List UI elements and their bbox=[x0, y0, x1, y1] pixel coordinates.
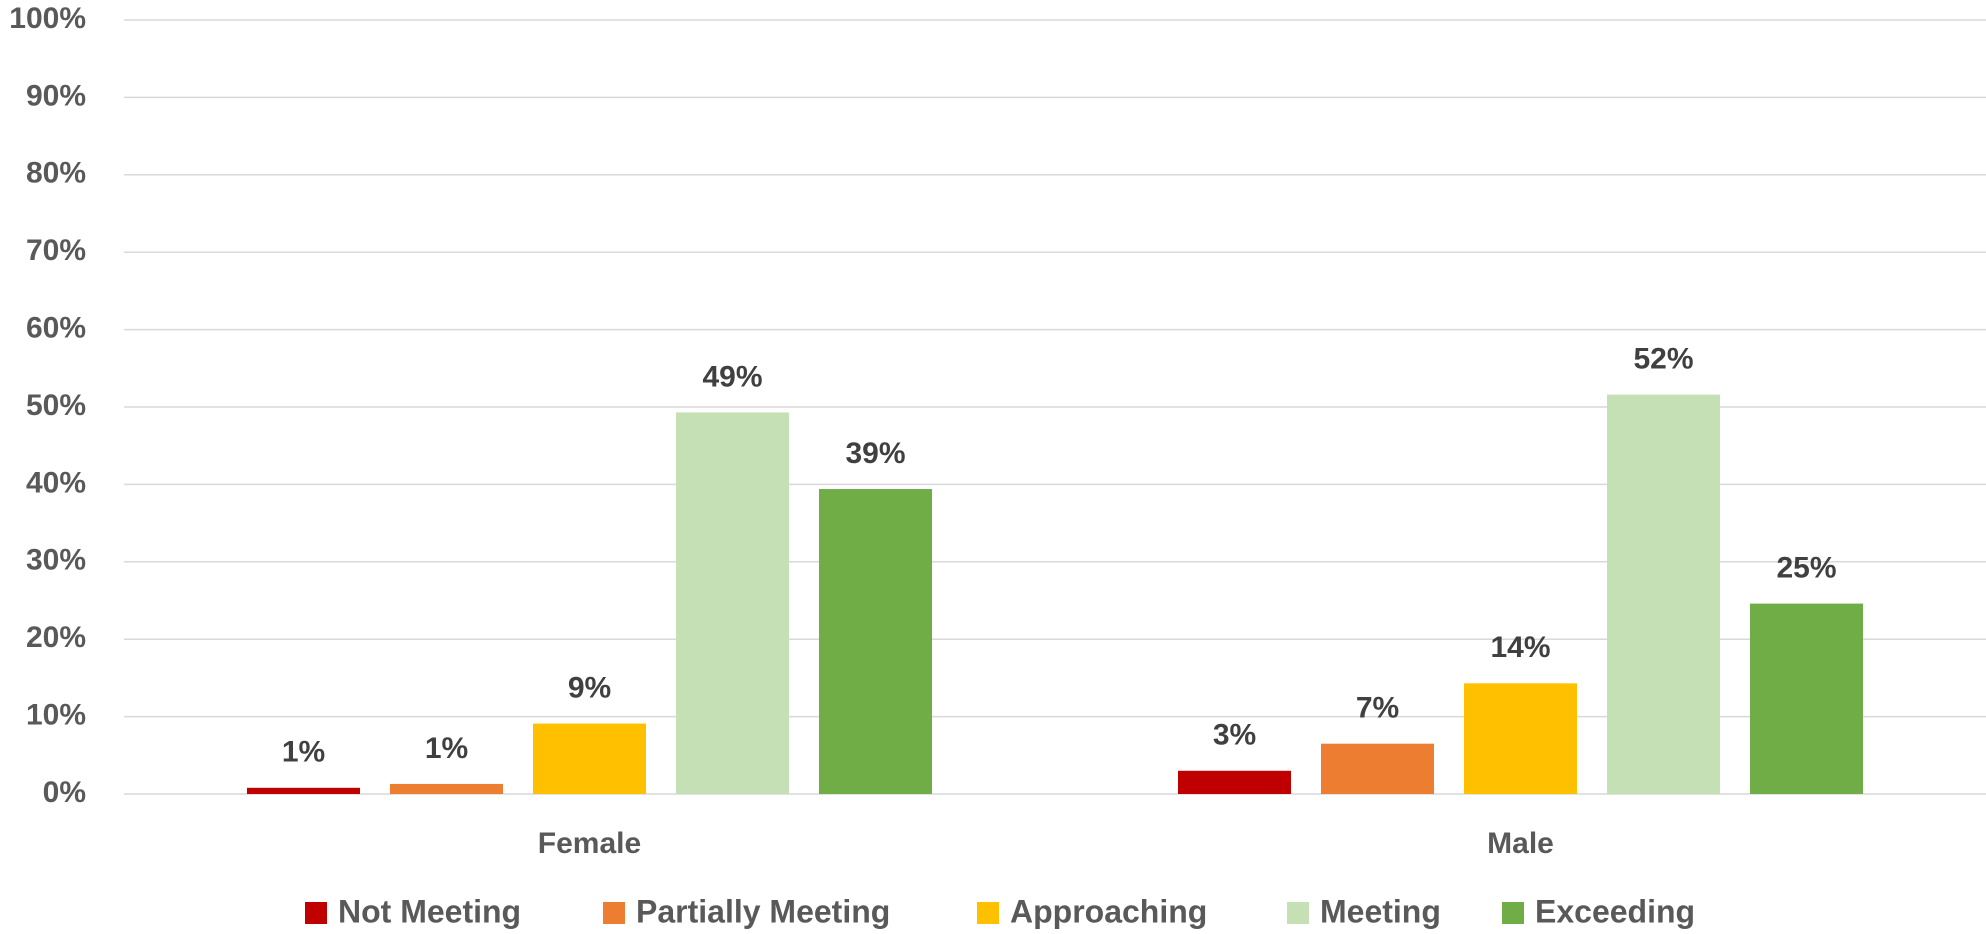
bar bbox=[1750, 603, 1863, 794]
bar bbox=[676, 412, 789, 794]
y-tick-label: 20% bbox=[26, 621, 86, 654]
bar bbox=[1607, 394, 1720, 794]
data-label: 49% bbox=[702, 360, 762, 393]
y-tick-label: 30% bbox=[26, 544, 86, 577]
legend-swatch bbox=[305, 902, 327, 924]
bar bbox=[390, 783, 503, 794]
data-label: 1% bbox=[425, 732, 468, 765]
bar bbox=[1178, 770, 1291, 794]
bar bbox=[247, 787, 360, 794]
y-tick-label: 50% bbox=[26, 389, 86, 422]
legend-label: Partially Meeting bbox=[636, 893, 890, 929]
y-tick-label: 0% bbox=[43, 776, 86, 809]
bar bbox=[1321, 743, 1434, 794]
data-label: 14% bbox=[1490, 631, 1550, 664]
legend-swatch bbox=[1287, 902, 1309, 924]
y-tick-label: 40% bbox=[26, 466, 86, 499]
x-tick-label: Female bbox=[538, 827, 641, 860]
legend-label: Approaching bbox=[1010, 893, 1207, 929]
y-tick-label: 60% bbox=[26, 312, 86, 345]
data-label: 7% bbox=[1356, 692, 1399, 725]
data-label: 25% bbox=[1776, 552, 1836, 585]
legend-label: Not Meeting bbox=[338, 893, 521, 929]
legend-swatch bbox=[603, 902, 625, 924]
data-label: 1% bbox=[282, 736, 325, 769]
data-label: 3% bbox=[1213, 719, 1256, 752]
y-tick-label: 10% bbox=[26, 699, 86, 732]
legend-label: Meeting bbox=[1320, 893, 1441, 929]
x-tick-label: Male bbox=[1487, 827, 1554, 860]
legend-label: Exceeding bbox=[1535, 893, 1695, 929]
y-tick-label: 100% bbox=[9, 2, 86, 35]
y-tick-label: 90% bbox=[26, 79, 86, 112]
data-label: 52% bbox=[1633, 343, 1693, 376]
y-tick-label: 80% bbox=[26, 157, 86, 190]
data-label: 9% bbox=[568, 671, 611, 704]
legend-swatch bbox=[1502, 902, 1524, 924]
bar bbox=[819, 489, 932, 794]
data-label: 39% bbox=[845, 437, 905, 470]
y-tick-label: 70% bbox=[26, 234, 86, 267]
bar bbox=[533, 723, 646, 794]
bar bbox=[1464, 683, 1577, 794]
legend-swatch bbox=[977, 902, 999, 924]
